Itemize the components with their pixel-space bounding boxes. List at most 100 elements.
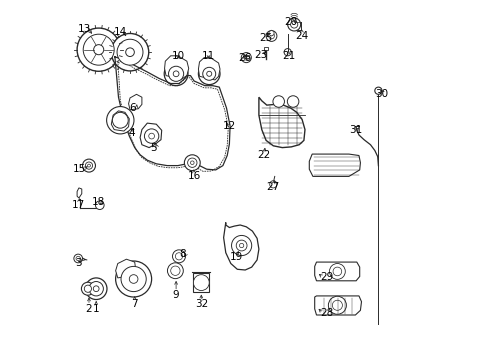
Circle shape xyxy=(148,133,154,139)
Text: 2: 2 xyxy=(85,304,92,314)
Circle shape xyxy=(94,45,103,55)
Text: 30: 30 xyxy=(374,89,387,99)
Circle shape xyxy=(95,201,104,210)
Circle shape xyxy=(244,55,248,60)
Circle shape xyxy=(89,282,103,296)
Text: 10: 10 xyxy=(171,51,184,61)
Text: 31: 31 xyxy=(349,125,362,135)
Circle shape xyxy=(241,53,251,63)
Polygon shape xyxy=(223,222,258,270)
Circle shape xyxy=(236,240,246,251)
Text: 5: 5 xyxy=(150,143,157,153)
Polygon shape xyxy=(115,259,136,278)
Circle shape xyxy=(117,39,142,65)
Text: 16: 16 xyxy=(187,171,200,181)
Text: 32: 32 xyxy=(194,299,207,309)
Circle shape xyxy=(167,263,183,279)
Text: 9: 9 xyxy=(172,290,179,300)
Circle shape xyxy=(93,286,99,292)
Circle shape xyxy=(106,107,134,134)
Text: 1: 1 xyxy=(93,304,99,314)
Circle shape xyxy=(198,63,220,85)
Circle shape xyxy=(184,155,200,171)
Circle shape xyxy=(284,49,291,56)
Circle shape xyxy=(268,33,274,39)
Circle shape xyxy=(85,278,107,300)
Polygon shape xyxy=(111,111,129,131)
Circle shape xyxy=(328,296,346,314)
Circle shape xyxy=(115,261,151,297)
Text: 6: 6 xyxy=(129,103,136,113)
Text: 24: 24 xyxy=(295,31,308,41)
Polygon shape xyxy=(164,56,188,79)
Text: 18: 18 xyxy=(92,197,105,207)
Polygon shape xyxy=(244,55,248,58)
Circle shape xyxy=(374,87,381,94)
Circle shape xyxy=(332,300,342,310)
Circle shape xyxy=(239,243,244,248)
Circle shape xyxy=(74,254,82,263)
Circle shape xyxy=(87,164,90,167)
Circle shape xyxy=(81,282,94,295)
Circle shape xyxy=(287,18,300,31)
Circle shape xyxy=(112,112,128,128)
Circle shape xyxy=(77,28,120,71)
Circle shape xyxy=(190,161,194,165)
Polygon shape xyxy=(77,188,81,198)
Circle shape xyxy=(287,96,298,107)
Circle shape xyxy=(144,129,159,143)
Text: 4: 4 xyxy=(129,128,135,138)
Circle shape xyxy=(187,158,197,167)
Circle shape xyxy=(82,159,95,172)
Text: 11: 11 xyxy=(202,51,215,61)
Circle shape xyxy=(203,67,215,80)
Text: 12: 12 xyxy=(223,121,236,131)
Polygon shape xyxy=(268,30,273,36)
Polygon shape xyxy=(193,273,209,292)
Text: 28: 28 xyxy=(319,308,332,318)
Circle shape xyxy=(83,34,114,65)
Circle shape xyxy=(121,266,146,292)
Circle shape xyxy=(231,235,251,256)
Circle shape xyxy=(84,285,91,292)
Circle shape xyxy=(85,162,92,169)
Circle shape xyxy=(272,96,284,107)
Circle shape xyxy=(76,256,80,261)
Circle shape xyxy=(206,71,211,76)
Text: 3: 3 xyxy=(75,258,81,268)
Text: 7: 7 xyxy=(131,299,138,309)
Text: 13: 13 xyxy=(78,24,91,34)
Text: 15: 15 xyxy=(73,164,86,174)
Text: 21: 21 xyxy=(281,51,294,61)
Circle shape xyxy=(111,33,148,71)
Circle shape xyxy=(125,48,134,57)
Polygon shape xyxy=(309,154,360,176)
Circle shape xyxy=(329,264,345,279)
Text: 23: 23 xyxy=(254,50,267,60)
Text: 25: 25 xyxy=(259,33,272,43)
Polygon shape xyxy=(140,123,162,148)
Polygon shape xyxy=(128,94,142,110)
Circle shape xyxy=(129,275,138,283)
Text: 17: 17 xyxy=(72,200,85,210)
Polygon shape xyxy=(198,58,220,80)
Circle shape xyxy=(265,31,276,41)
Polygon shape xyxy=(258,97,305,148)
Polygon shape xyxy=(264,47,268,50)
Polygon shape xyxy=(314,262,359,281)
Text: 8: 8 xyxy=(179,249,185,259)
Circle shape xyxy=(164,62,187,86)
Circle shape xyxy=(269,181,276,188)
Text: 14: 14 xyxy=(113,27,127,37)
Text: 26: 26 xyxy=(237,53,251,63)
Circle shape xyxy=(173,71,179,77)
Circle shape xyxy=(290,21,297,28)
Circle shape xyxy=(170,266,180,275)
Polygon shape xyxy=(314,296,361,315)
Circle shape xyxy=(168,66,183,81)
Circle shape xyxy=(332,267,341,276)
Text: 20: 20 xyxy=(284,17,297,27)
Text: 19: 19 xyxy=(229,252,243,262)
Text: 22: 22 xyxy=(257,150,270,160)
Text: 29: 29 xyxy=(319,272,332,282)
